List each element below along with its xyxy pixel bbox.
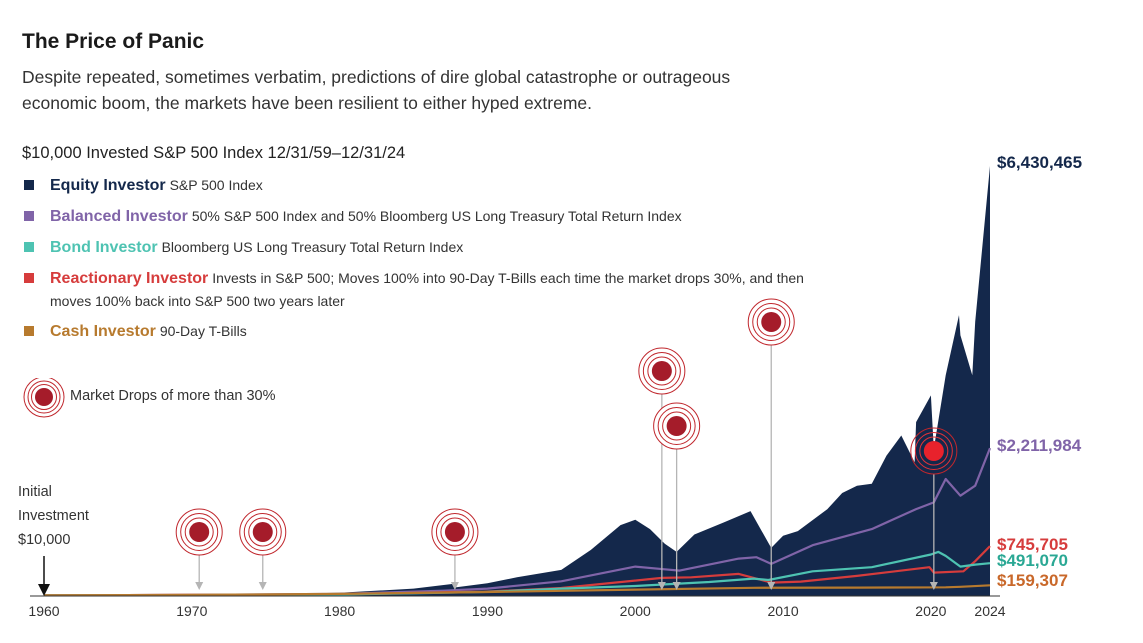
end-label-bond: $491,070 bbox=[997, 551, 1068, 570]
drop-pointer-head-4 bbox=[672, 582, 681, 590]
initial-arrow-head bbox=[38, 584, 50, 596]
page-subtitle: Despite repeated, sometimes verbatim, pr… bbox=[22, 67, 731, 113]
drop-dot-5 bbox=[761, 312, 782, 332]
legend-swatch-cash bbox=[24, 326, 34, 336]
drop-pointer-head-6 bbox=[929, 582, 938, 590]
chart-caption: $10,000 Invested S&P 500 Index 12/31/59–… bbox=[22, 144, 406, 162]
drop-pointer-head-3 bbox=[657, 582, 666, 590]
end-label-balanced: $2,211,984 bbox=[997, 436, 1082, 455]
drop-pointer-head-2 bbox=[450, 582, 459, 590]
legend-name-equity: Equity Investor bbox=[50, 177, 166, 194]
end-label-cash: $159,307 bbox=[997, 571, 1068, 590]
initial-line-1: Initial bbox=[18, 484, 52, 500]
legend-swatch-balanced bbox=[24, 211, 34, 221]
x-tick-2024: 2024 bbox=[974, 603, 1005, 619]
initial-investment-label: Initial Investment $10,000 bbox=[18, 480, 89, 552]
legend-name-cash: Cash Investor bbox=[50, 323, 156, 340]
drop-ring-mid-5 bbox=[752, 303, 791, 341]
series-line-cash bbox=[43, 584, 991, 597]
legend-desc-bond: Bloomberg US Long Treasury Total Return … bbox=[161, 239, 464, 255]
legend-swatch-equity bbox=[24, 180, 34, 190]
drop-ring-mid-1 bbox=[243, 513, 282, 551]
x-tick-1960: 1960 bbox=[28, 603, 59, 619]
x-tick-1970: 1970 bbox=[176, 603, 207, 619]
legend-swatch-reactionary bbox=[24, 273, 34, 283]
legend-item-balanced: Balanced Investor 50% S&P 500 Index and 5… bbox=[22, 205, 812, 228]
legend-item-reactionary: Reactionary Investor Invests in S&P 500; … bbox=[22, 267, 812, 312]
drop-pointer-head-0 bbox=[195, 582, 204, 590]
drop-ring-inner-6 bbox=[919, 436, 949, 466]
page-title: The Price of Panic bbox=[22, 30, 205, 53]
drop-pointer-head-5 bbox=[767, 582, 776, 590]
target-icon bbox=[23, 378, 65, 418]
initial-line-3: $10,000 bbox=[18, 532, 71, 548]
x-tick-1980: 1980 bbox=[324, 603, 355, 619]
end-label-equity: $6,430,465 bbox=[997, 153, 1083, 172]
drop-ring-mid-3 bbox=[642, 352, 681, 390]
chart-legend: Equity Investor S&P 500 Index Balanced In… bbox=[22, 174, 812, 351]
x-tick-2000: 2000 bbox=[620, 603, 651, 619]
legend-desc-reactionary: Invests in S&P 500; Moves 100% into 90-D… bbox=[50, 270, 804, 309]
drop-ring-outer-6 bbox=[910, 427, 958, 475]
end-label-reactionary: $745,705 bbox=[997, 535, 1068, 554]
legend-desc-cash: 90-Day T-Bills bbox=[159, 323, 247, 339]
legend-desc-balanced: 50% S&P 500 Index and 50% Bloomberg US L… bbox=[191, 208, 682, 224]
drop-dot-0 bbox=[189, 522, 210, 542]
drop-dot-6 bbox=[923, 441, 944, 461]
market-drops-label: Market Drops of more than 30% bbox=[70, 388, 276, 404]
drop-ring-mid-2 bbox=[435, 513, 474, 551]
legend-item-cash: Cash Investor 90-Day T-Bills bbox=[22, 320, 812, 343]
legend-item-bond: Bond Investor Bloomberg US Long Treasury … bbox=[22, 236, 812, 259]
drop-dot-3 bbox=[651, 361, 672, 381]
drop-ring-mid-4 bbox=[657, 407, 696, 445]
legend-desc-equity: S&P 500 Index bbox=[169, 177, 263, 193]
drop-ring-mid-6 bbox=[914, 432, 953, 470]
x-tick-2010: 2010 bbox=[767, 603, 798, 619]
drop-dot-4 bbox=[666, 416, 687, 436]
legend-name-bond: Bond Investor bbox=[50, 239, 158, 256]
drop-dot-1 bbox=[252, 522, 273, 542]
drop-dot-2 bbox=[444, 522, 465, 542]
legend-swatch-bond bbox=[24, 242, 34, 252]
drop-ring-mid-0 bbox=[180, 513, 219, 551]
initial-line-2: Investment bbox=[18, 508, 89, 524]
legend-item-equity: Equity Investor S&P 500 Index bbox=[22, 174, 812, 197]
series-line-balanced bbox=[43, 447, 992, 597]
x-tick-2020: 2020 bbox=[915, 603, 946, 619]
x-tick-1990: 1990 bbox=[472, 603, 503, 619]
legend-name-reactionary: Reactionary Investor bbox=[50, 270, 209, 287]
series-area-equity bbox=[44, 166, 990, 596]
legend-name-balanced: Balanced Investor bbox=[50, 208, 188, 225]
drop-pointer-head-1 bbox=[258, 582, 267, 590]
